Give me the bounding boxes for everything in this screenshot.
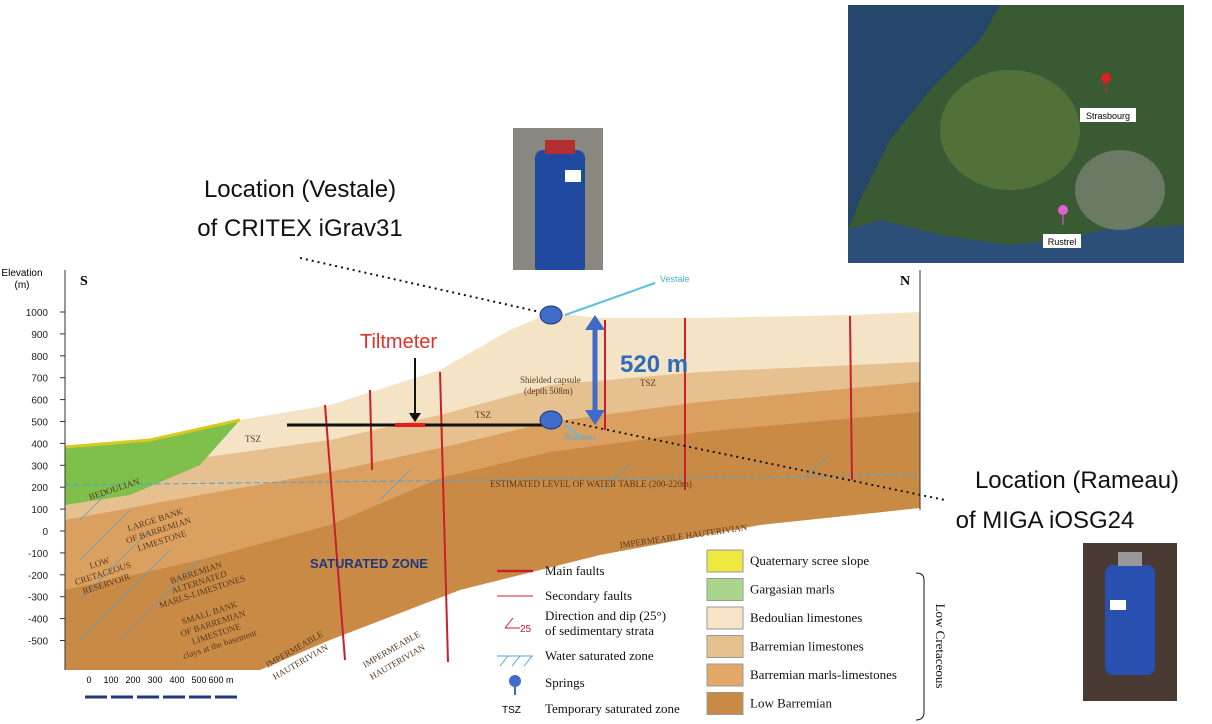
y-tick-label: 500 — [31, 418, 48, 429]
y-tick-label: 300 — [31, 461, 48, 472]
legend-label: of sedimentary strata — [545, 623, 654, 638]
y-tick-label: 1000 — [26, 308, 49, 319]
label: SATURATED ZONE — [310, 556, 428, 571]
axis-label: (m) — [15, 280, 30, 291]
label: TSZ — [640, 378, 656, 388]
label: Vestale — [660, 274, 690, 284]
label: (depth 508m) — [524, 386, 573, 396]
city: Rustrel — [1048, 237, 1077, 247]
legend-label: Temporary saturated zone — [545, 701, 680, 716]
y-tick-label: -300 — [28, 593, 48, 604]
y-tick-label: 100 — [31, 505, 48, 516]
annotation: 520 m — [620, 351, 688, 378]
scale-label: 400 — [169, 675, 184, 685]
y-tick-label: 700 — [31, 374, 48, 385]
city: Strasbourg — [1086, 111, 1130, 121]
y-tick-label: 400 — [31, 439, 48, 450]
label: ESTIMATED LEVEL OF WATER TABLE (200-220m… — [490, 479, 692, 489]
y-tick-label: -500 — [28, 637, 48, 648]
y-tick-label: 0 — [42, 527, 48, 538]
scale-label: 100 — [103, 675, 118, 685]
legend-group: Low Cretaceous — [933, 604, 948, 689]
label: TSZ — [475, 410, 491, 420]
legend-swatch — [706, 606, 744, 630]
legend-label: Gargasian marls — [750, 582, 835, 597]
annotation: of MIGA iOSG24 — [956, 507, 1135, 534]
cross-section: S N Elevation (m) 1000900800700600500400… — [1, 257, 946, 699]
annotation: Tiltmeter — [360, 331, 437, 353]
legend-label: Water saturated zone — [545, 648, 654, 663]
y-tick-label: -400 — [28, 615, 48, 626]
scale-label: 0 — [86, 675, 91, 685]
annotation: Location (Vestale) — [204, 176, 396, 203]
legend-swatch — [706, 692, 744, 715]
y-tick-label: -100 — [28, 549, 48, 560]
label: Rameau — [565, 433, 595, 442]
legend-swatch — [706, 549, 744, 573]
label: TSZ — [245, 434, 261, 444]
y-tick-label: 900 — [31, 330, 48, 341]
scale-label: 200 — [125, 675, 140, 685]
scale-label: 300 — [147, 675, 162, 685]
legend-label: Springs — [545, 675, 585, 690]
legend-label: Quaternary scree slope — [750, 553, 869, 568]
legend-label: Secondary faults — [545, 588, 632, 603]
scale-label: 500 — [191, 675, 206, 685]
map: Strasbourg Rustrel — [848, 5, 1184, 263]
photo — [1083, 543, 1177, 701]
axis-label: Elevation — [1, 268, 42, 279]
legend-swatch — [706, 578, 744, 601]
legend-symbol: TSZ — [502, 705, 521, 716]
legend-symbol: 25 — [520, 624, 532, 635]
legend-swatch — [706, 663, 744, 687]
legend-label: Low Barremian — [750, 696, 832, 711]
y-tick-label: 800 — [31, 352, 48, 363]
legend-label: Main faults — [545, 563, 605, 578]
y-tick-label: -200 — [28, 571, 48, 582]
legend-swatch — [706, 635, 744, 658]
y-tick-label: 600 — [31, 396, 48, 407]
legend: 25 TSZ Main faults Secondary faults Dire… — [497, 549, 948, 721]
photo — [513, 128, 603, 286]
compass: N — [900, 274, 910, 289]
legend-label: Bedoulian limestones — [750, 610, 862, 625]
y-tick-label: 200 — [31, 483, 48, 494]
compass: S — [80, 274, 88, 289]
legend-label: Barremian limestones — [750, 639, 864, 654]
annotation: Location (Rameau) — [975, 467, 1179, 494]
scale-label: 600 m — [208, 675, 233, 685]
annotation: of CRITEX iGrav31 — [197, 215, 402, 242]
label: Shielded capsule — [520, 375, 581, 385]
legend-label: Direction and dip (25°) — [545, 608, 666, 623]
legend-label: Barremian marls-limestones — [750, 667, 897, 682]
